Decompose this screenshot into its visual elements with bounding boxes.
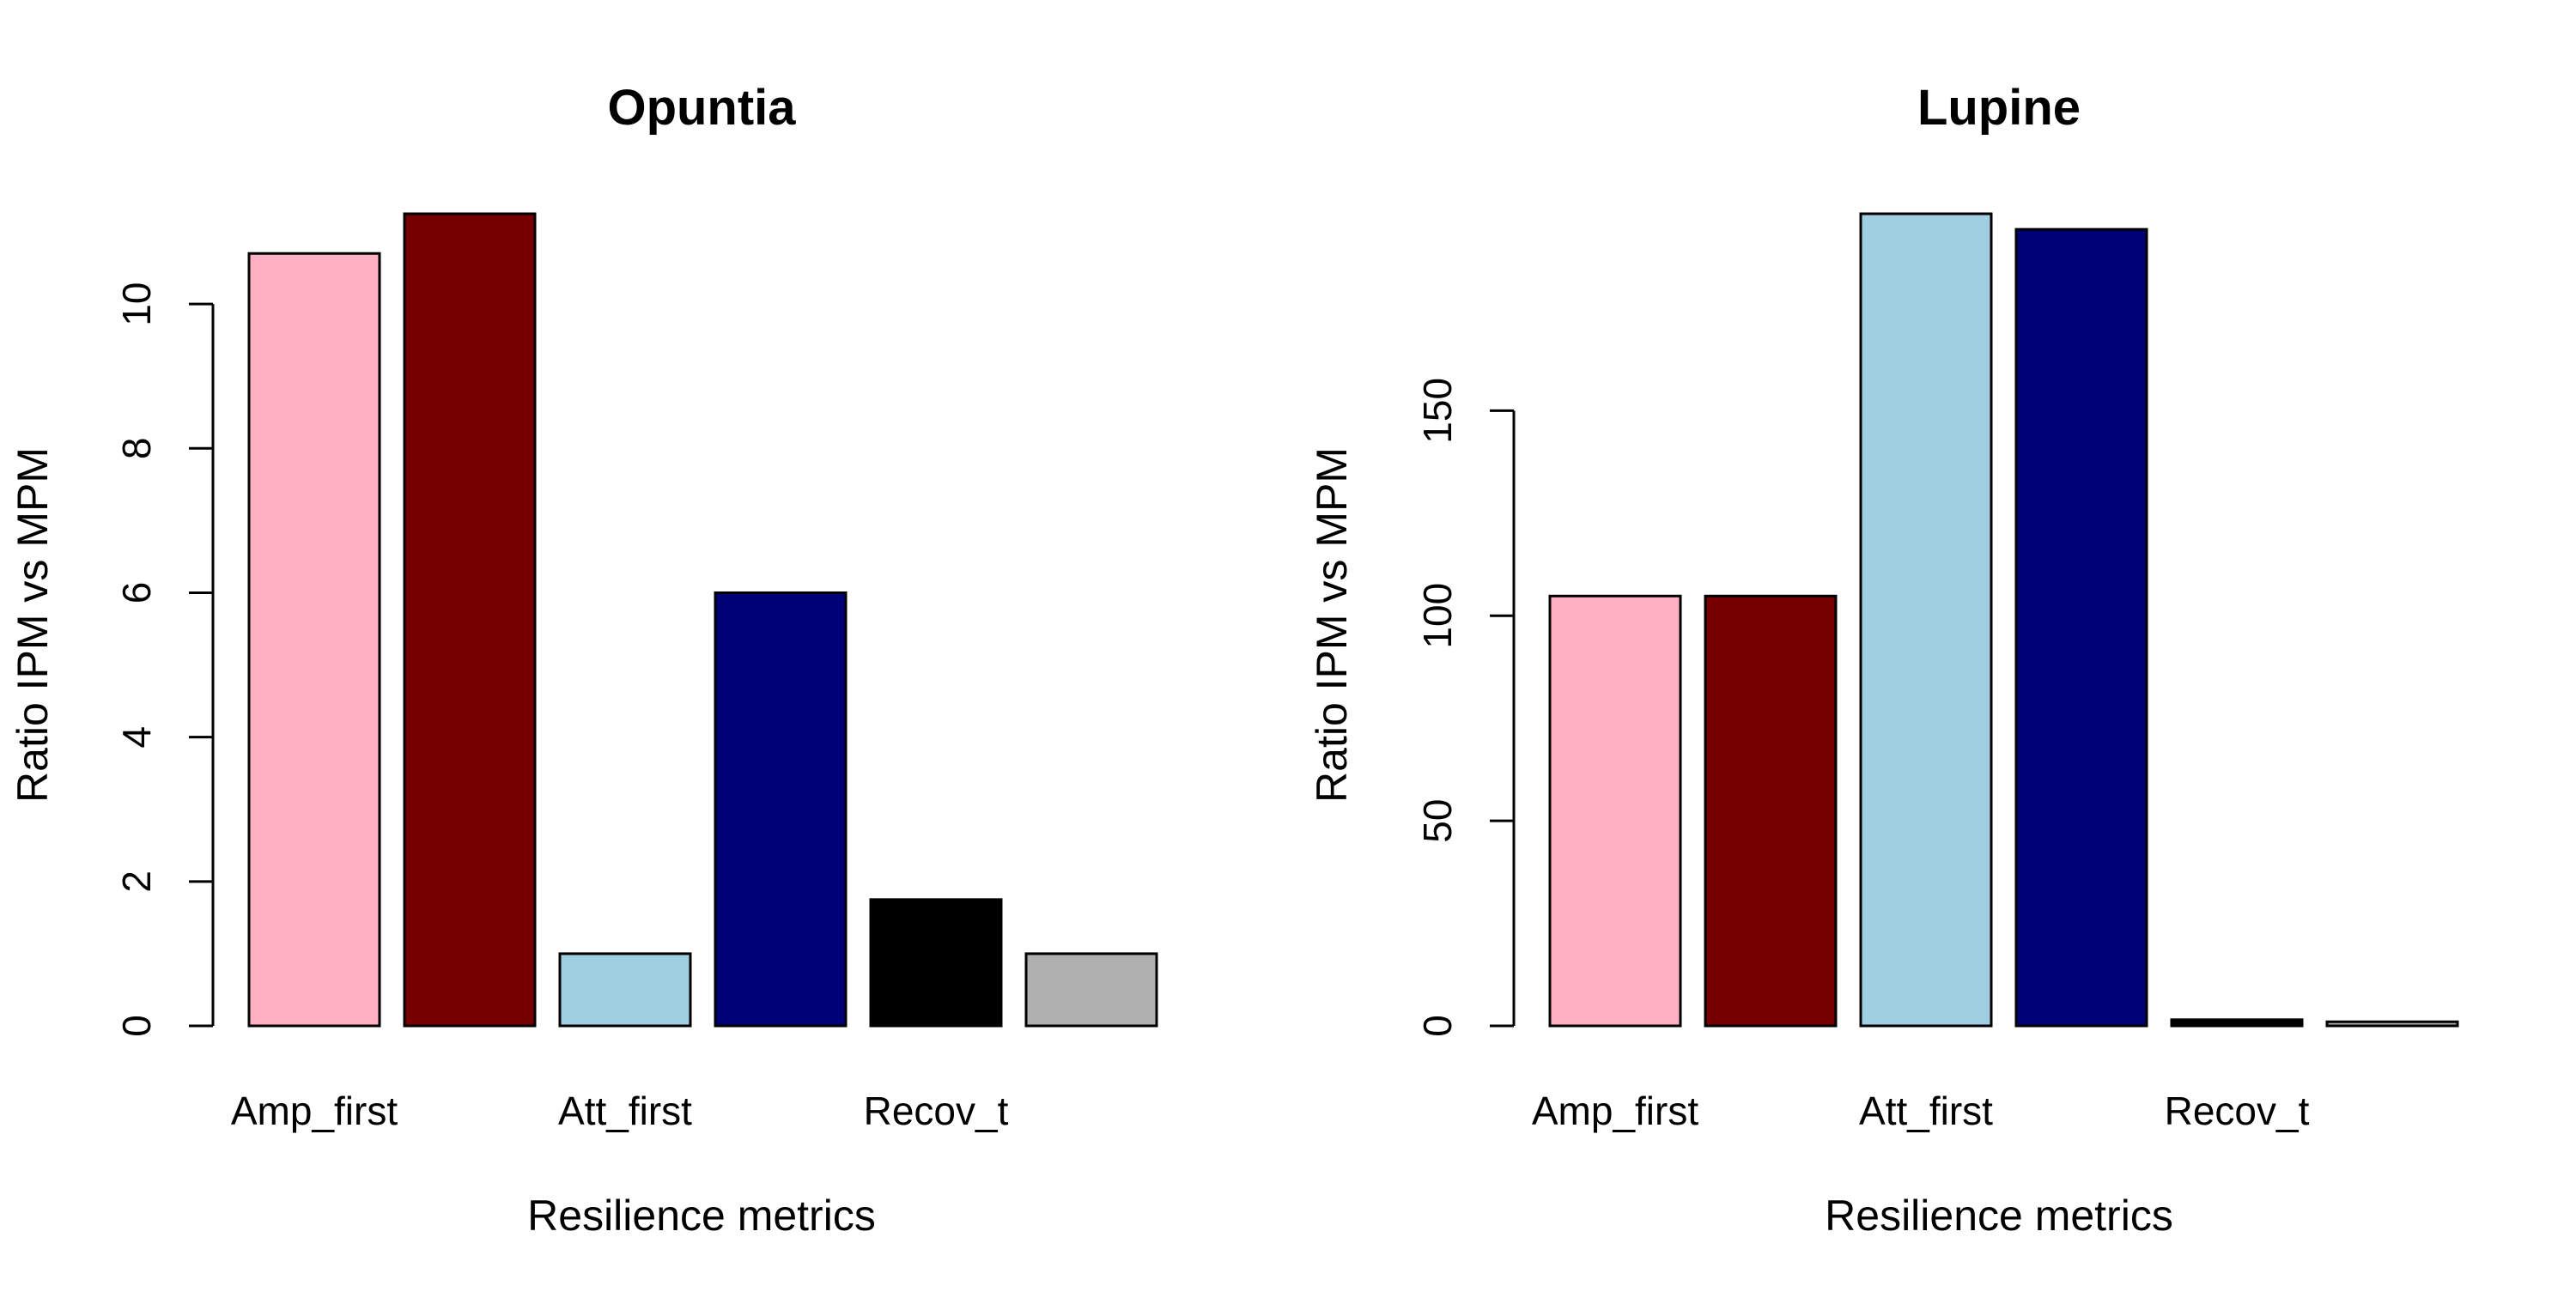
- y-tick-label: 4: [114, 726, 159, 749]
- bar: [247, 252, 381, 1028]
- bar: [558, 952, 692, 1028]
- bar: [714, 591, 848, 1028]
- bar: [1548, 594, 1682, 1028]
- chart-title: Lupine: [1917, 80, 2081, 136]
- bar: [2170, 1018, 2304, 1028]
- y-tick-label: 50: [1415, 799, 1460, 843]
- y-tick-label: 0: [114, 1015, 159, 1037]
- y-axis-label: Ratio IPM vs MPM: [9, 447, 57, 803]
- chart-panel-lupine: Lupine Resilience metrics Ratio IPM vs M…: [1308, 80, 2459, 1240]
- chart-panel-opuntia: Opuntia Resilience metrics Ratio IPM vs …: [9, 80, 1158, 1240]
- category-label: Recov_t: [2165, 1089, 2310, 1133]
- x-axis-label: Resilience metrics: [1825, 1192, 2173, 1240]
- category-label: Amp_first: [231, 1089, 398, 1133]
- y-tick-label: 150: [1415, 378, 1460, 444]
- bar: [1859, 212, 1993, 1028]
- x-axis-label: Resilience metrics: [527, 1192, 876, 1240]
- category-label: Att_first: [558, 1089, 692, 1133]
- y-tick-label: 0: [1415, 1015, 1460, 1037]
- bar: [869, 898, 1003, 1028]
- y-tick-label: 2: [114, 870, 159, 893]
- bar: [403, 212, 537, 1028]
- y-tick-label: 10: [114, 282, 159, 326]
- bar: [1024, 952, 1158, 1028]
- chart-title: Opuntia: [607, 80, 796, 136]
- y-tick-label: 8: [114, 437, 159, 459]
- y-tick-label: 100: [1415, 583, 1460, 649]
- bar: [2014, 227, 2148, 1028]
- category-label: Att_first: [1859, 1089, 1993, 1133]
- y-axis-label: Ratio IPM vs MPM: [1308, 447, 1356, 803]
- y-tick-label: 6: [114, 582, 159, 604]
- category-label: Recov_t: [864, 1089, 1009, 1133]
- bar: [1704, 594, 1838, 1028]
- category-label: Amp_first: [1532, 1089, 1698, 1133]
- bar: [2325, 1020, 2459, 1028]
